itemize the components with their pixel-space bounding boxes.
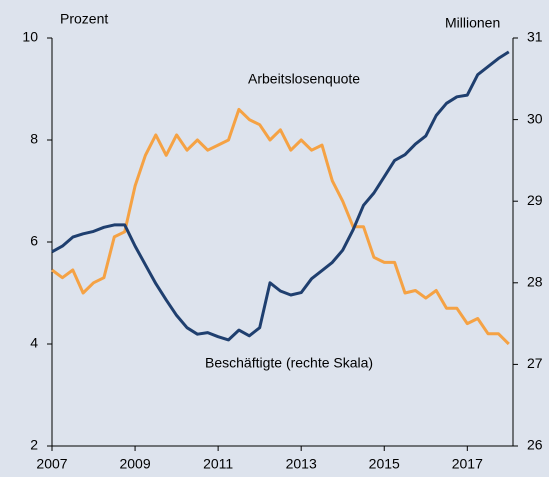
left-axis-label: Prozent bbox=[60, 11, 108, 27]
x-tick-label: 2015 bbox=[369, 456, 400, 472]
y2-tick-label: 28 bbox=[527, 274, 543, 290]
series-line bbox=[51, 107, 510, 346]
y-tick-label: 10 bbox=[22, 29, 38, 45]
right-axis-label: Millionen bbox=[445, 15, 500, 31]
x-tick-label: 2017 bbox=[452, 456, 483, 472]
y2-tick-label: 26 bbox=[527, 437, 543, 453]
annotation: Arbeitslosenquote bbox=[248, 71, 360, 87]
x-tick-label: 2007 bbox=[36, 456, 67, 472]
x-tick-label: 2013 bbox=[286, 456, 317, 472]
y-tick-label: 2 bbox=[30, 437, 38, 453]
series-line bbox=[51, 50, 510, 342]
annotation: Beschäftigte (rechte Skala) bbox=[205, 355, 373, 371]
y2-tick-label: 31 bbox=[527, 29, 543, 45]
y2-tick-label: 27 bbox=[527, 355, 543, 371]
y-tick-label: 4 bbox=[30, 335, 38, 351]
y-tick-label: 8 bbox=[30, 131, 38, 147]
x-tick-label: 2011 bbox=[203, 456, 233, 472]
x-tick-label: 2009 bbox=[119, 456, 150, 472]
y-tick-label: 6 bbox=[30, 233, 38, 249]
y2-tick-label: 30 bbox=[527, 110, 543, 126]
y2-tick-label: 29 bbox=[527, 192, 543, 208]
